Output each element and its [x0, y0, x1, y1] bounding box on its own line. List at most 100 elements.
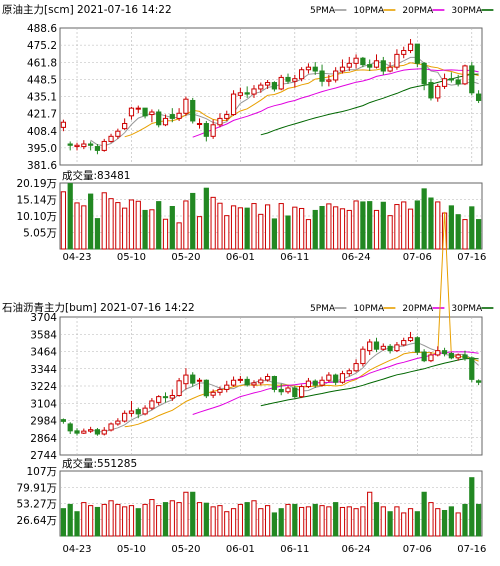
volume-bar — [387, 215, 393, 250]
price-tick-label: 3224 — [30, 381, 57, 393]
candle-body — [312, 66, 318, 72]
candle-body — [162, 117, 169, 126]
candle-body — [292, 387, 298, 398]
chart-title: 原油主力[scm] 2021-07-16 14:22 — [2, 3, 172, 16]
volume-bar — [101, 192, 107, 250]
volume-bar — [312, 209, 318, 250]
x-tick-label: 06-11 — [280, 544, 309, 555]
candle-body — [278, 388, 284, 393]
volume-bar — [414, 511, 420, 537]
candle-body — [285, 76, 291, 82]
ma-line-20pma — [192, 68, 479, 138]
candle-body — [462, 354, 468, 359]
candle-body — [60, 121, 67, 128]
volume-bar — [271, 218, 278, 250]
candle-body — [81, 430, 87, 434]
volume-bar — [230, 205, 237, 250]
legend-30pma: 30PMA — [451, 304, 483, 314]
candle-body — [122, 412, 128, 422]
volume-bar — [190, 491, 196, 537]
volume-bar — [346, 209, 352, 250]
volume-bar — [407, 208, 414, 250]
x-tick-label: 06-24 — [342, 544, 371, 555]
candle-body — [156, 396, 162, 403]
candle-body — [401, 50, 407, 55]
candle-body — [210, 124, 216, 137]
price-tick-label: 475.2 — [27, 40, 57, 52]
volume-bar — [81, 502, 87, 537]
candle-body — [299, 69, 305, 80]
candle-body — [149, 400, 155, 409]
candle-body — [475, 380, 482, 383]
candle-body — [237, 92, 243, 96]
volume-bar — [244, 502, 250, 537]
volume-bar — [448, 205, 454, 250]
x-tick-label: 04-23 — [62, 544, 91, 555]
x-tick-label: 05-10 — [117, 544, 146, 555]
volume-bar — [135, 508, 141, 537]
candle-body — [142, 107, 148, 117]
candle-body — [74, 144, 80, 148]
x-tick-label: 05-20 — [171, 252, 200, 263]
volume-bar — [299, 207, 305, 250]
volume-bar — [333, 206, 339, 250]
candle-body — [258, 379, 264, 384]
candle-body — [319, 70, 325, 82]
candle-body — [353, 363, 359, 372]
volume-bar — [326, 506, 332, 537]
candle-body — [183, 98, 189, 114]
volume-bar — [462, 219, 468, 250]
candle-body — [360, 348, 366, 365]
price-tick-label: 408.4 — [27, 126, 57, 138]
candle-body — [292, 78, 298, 82]
volume-bar — [122, 506, 128, 537]
price-tick-label: 461.8 — [27, 57, 57, 69]
candle-body — [81, 143, 87, 148]
volume-bar — [67, 183, 73, 250]
chart-panel-1: 原油主力[scm] 2021-07-16 14:22 5PMA 10PMA 20PMA… — [2, 3, 494, 263]
volume-bar — [264, 204, 271, 250]
volume-bar — [88, 505, 94, 537]
volume-bar — [224, 215, 230, 250]
candle-body — [135, 107, 141, 110]
legend-20pma: 20PMA — [402, 304, 434, 314]
volume-bar — [367, 201, 373, 250]
candle-body — [115, 420, 121, 425]
x-tick-label: 06-11 — [280, 252, 309, 263]
legend-20pma: 20PMA — [402, 6, 434, 16]
volume-bar — [162, 218, 169, 250]
candle-body — [421, 62, 427, 85]
volume-bar — [421, 491, 427, 537]
volume-tick-label: 10.10万 — [16, 211, 57, 223]
volume-bar — [319, 505, 325, 537]
candle-body — [108, 423, 114, 431]
volume-bar — [101, 503, 107, 537]
candle-body — [326, 374, 332, 381]
candle-body — [421, 351, 427, 362]
price-tick-label: 3584 — [30, 329, 57, 341]
volume-bar — [469, 477, 475, 537]
volume-bar — [407, 508, 414, 537]
volume-bar — [346, 506, 352, 537]
candle-body — [346, 370, 352, 375]
volume-bar — [428, 197, 434, 250]
candle-body — [135, 409, 141, 415]
candle-body — [176, 112, 182, 119]
candle-body — [407, 337, 414, 342]
candle-body — [88, 429, 94, 432]
candle-body — [203, 379, 209, 397]
volume-bar — [333, 502, 339, 537]
volume-bar — [108, 500, 114, 537]
candle-body — [414, 337, 420, 353]
volume-bar — [455, 214, 461, 250]
candle-body — [278, 76, 284, 90]
candle-body — [67, 423, 73, 432]
candle-body — [230, 379, 237, 386]
candle-body — [367, 341, 373, 352]
volume-bar — [428, 502, 434, 537]
volume-bar — [258, 508, 264, 537]
chart-title: 石油沥青主力[bum] 2021-07-16 14:22 — [2, 301, 195, 314]
volume-label: 成交量:551285 — [62, 457, 137, 470]
candle-body — [448, 78, 454, 81]
candle-body — [387, 66, 393, 72]
